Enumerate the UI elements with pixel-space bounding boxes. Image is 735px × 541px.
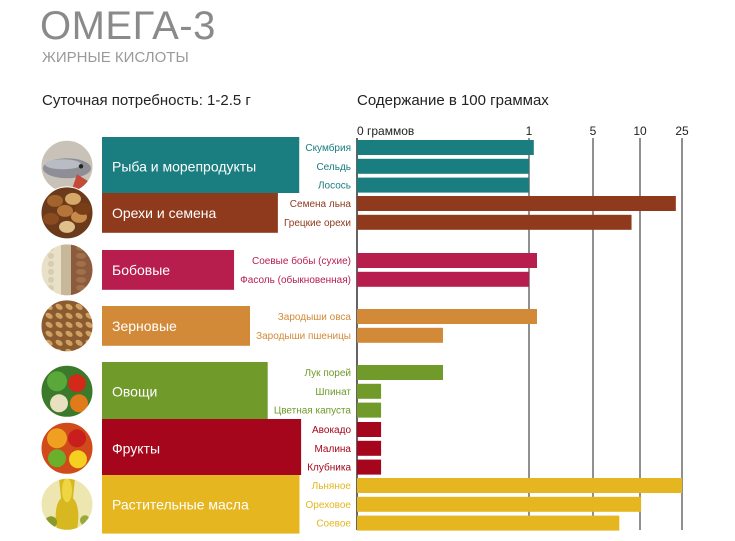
item-label: Шпинат	[315, 387, 351, 398]
bar	[357, 309, 537, 324]
item-label: Малина	[314, 444, 351, 455]
item-label: Соевые бобы (сухие)	[252, 255, 351, 267]
label-strip	[301, 419, 355, 478]
fruits-icon	[40, 421, 94, 475]
item-label: Цветная капуста	[274, 406, 352, 417]
item-label: Ореховое	[306, 500, 352, 511]
category-band	[102, 419, 302, 478]
bar	[357, 140, 534, 155]
category-label: Орехи и семена	[112, 205, 217, 221]
content-per-100g-label: Содержание в 100 граммах	[357, 92, 549, 109]
category-label: Рыба и морепродукты	[112, 158, 256, 174]
tick-label: 0 граммов	[357, 124, 414, 138]
category-label: Бобовые	[112, 262, 170, 278]
bar	[357, 496, 642, 512]
category-label: Зерновые	[112, 318, 177, 334]
category-label: Овощи	[112, 383, 157, 399]
label-strip	[277, 193, 355, 233]
grain-icon	[40, 299, 94, 353]
bar	[357, 402, 382, 418]
bar	[357, 177, 529, 193]
bar	[357, 271, 529, 287]
bar	[357, 253, 537, 268]
bar	[357, 440, 382, 456]
item-label: Грецкие орехи	[284, 218, 351, 229]
tick-label: 5	[590, 124, 597, 138]
label-strip	[250, 306, 355, 346]
item-label: Льняное	[312, 481, 352, 492]
bar	[357, 515, 620, 531]
category-label: Растительные масла	[112, 496, 249, 512]
item-label: Лук порей	[304, 368, 351, 379]
category-band	[102, 193, 278, 233]
label-strip	[299, 137, 355, 196]
tick-label: 1	[526, 124, 533, 138]
item-label: Лосось	[318, 181, 351, 192]
bar	[357, 214, 632, 230]
item-label: Соевое	[316, 519, 351, 530]
page-subtitle: ЖИРНЫЕ КИСЛОТЫ	[42, 49, 189, 66]
item-label: Зародыши пшеницы	[256, 331, 351, 342]
nuts-icon	[40, 186, 94, 240]
fish-icon	[40, 139, 94, 193]
tick-label: 10	[633, 124, 647, 138]
category-band	[102, 137, 300, 196]
item-label: Фасоль (обыкновенная)	[240, 274, 351, 286]
category-band	[102, 475, 300, 534]
page-title: ОМЕГА-3	[40, 4, 216, 48]
category-label: Фрукты	[112, 440, 160, 456]
bar	[357, 158, 529, 174]
label-strip	[267, 362, 355, 421]
item-label: Клубника	[307, 462, 351, 474]
vegetables-icon	[40, 364, 94, 418]
bar	[357, 383, 382, 399]
bar	[357, 478, 682, 493]
label-strip	[299, 475, 355, 534]
category-band	[102, 306, 251, 346]
category-band	[102, 250, 235, 290]
item-label: Семена льна	[290, 199, 352, 210]
item-label: Сельдь	[316, 162, 351, 173]
label-strip	[234, 250, 355, 290]
bar	[357, 196, 676, 211]
item-label: Зародыши овса	[278, 312, 352, 323]
daily-need-label: Суточная потребность: 1-2.5 г	[42, 92, 251, 109]
bar	[357, 365, 443, 380]
bar	[357, 422, 382, 437]
item-label: Скумбрия	[305, 142, 351, 154]
bar	[357, 459, 382, 475]
oil-icon	[40, 477, 94, 531]
tick-label: 25	[675, 124, 689, 138]
category-band	[102, 362, 268, 421]
item-label: Авокадо	[312, 425, 351, 436]
bar	[357, 327, 443, 343]
beans-icon	[40, 243, 94, 297]
